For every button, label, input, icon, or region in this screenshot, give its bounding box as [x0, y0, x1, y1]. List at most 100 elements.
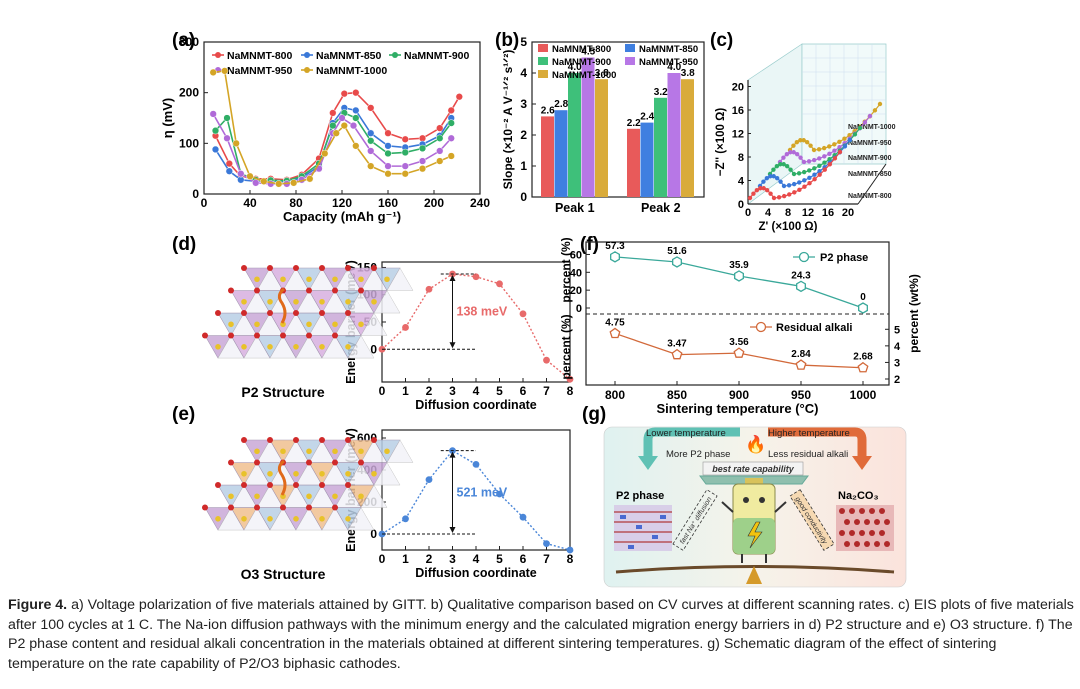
bar-NaMNMT-850-Peak 1	[554, 110, 568, 197]
oxygen-atom	[280, 332, 286, 339]
y-tick-label: 20	[732, 82, 744, 94]
legend-swatch	[625, 44, 635, 52]
sodium-atom	[280, 448, 286, 455]
eis-point	[837, 144, 842, 150]
eis-point	[798, 155, 803, 160]
eis-point	[817, 172, 822, 177]
data-point	[321, 149, 329, 158]
sodium-atom	[280, 321, 286, 328]
legend-swatch	[625, 57, 635, 65]
y-axis-label: −Z'' (×100 Ω)	[715, 108, 727, 177]
eis-point	[827, 151, 832, 156]
eis-point	[794, 151, 800, 157]
data-point	[384, 162, 392, 170]
eis-point	[751, 191, 756, 196]
sodium-atom	[267, 344, 273, 350]
legend-label: NaMNMT-900	[552, 57, 611, 68]
x-tick-label: 240	[470, 196, 490, 210]
data-point	[340, 90, 348, 98]
data-point	[401, 170, 409, 178]
sodium-atom	[280, 493, 286, 500]
y-tick-label-left: 60	[570, 249, 582, 261]
eis-point	[747, 195, 753, 201]
oxygen-atom	[228, 332, 234, 339]
y-tick-label: 12	[732, 129, 744, 141]
oxygen-atom	[319, 265, 325, 271]
y-axis-label-right: percent (wt%)	[907, 274, 921, 353]
x-tick-label: 6	[520, 384, 527, 398]
legend-label: P2 phase	[820, 252, 868, 264]
legend-marker	[304, 67, 310, 73]
sodium-atom	[358, 448, 364, 455]
eis-point	[787, 192, 792, 197]
y-tick-label: 16	[732, 105, 744, 117]
x-tick-label: 12	[802, 207, 814, 219]
data-point	[367, 104, 375, 112]
sodium-atom	[319, 470, 325, 477]
x-tick-label: 3	[449, 552, 456, 566]
eis-point	[788, 150, 793, 155]
barrier-point	[402, 324, 409, 331]
p2-phase-point	[796, 280, 806, 293]
eis-point	[761, 179, 766, 184]
data-point	[384, 170, 392, 178]
eis-point	[821, 145, 827, 151]
y-axis-label: Slope (×10⁻² A V⁻¹ᐟ² s¹ᐟ²)	[501, 50, 515, 190]
p2-phase-value: 57.3	[605, 241, 625, 252]
oxygen-atom	[293, 310, 299, 317]
y-tick-label-right: 2	[894, 374, 900, 386]
barrier-point	[519, 310, 527, 318]
panel-label-g: (g)	[582, 404, 606, 425]
sodium-atom	[332, 276, 338, 283]
data-point	[225, 159, 233, 168]
sodium-atom	[345, 344, 351, 350]
eis-point	[784, 163, 790, 169]
bar-value-label: 4.0	[568, 62, 582, 73]
oxygen-atom	[345, 310, 351, 317]
data-point	[418, 157, 427, 165]
oxygen-atom	[241, 265, 247, 271]
eis-point	[804, 139, 810, 145]
eis-point	[817, 163, 822, 168]
oxygen-atom	[241, 482, 247, 489]
barrier-point	[425, 285, 433, 293]
data-point	[401, 148, 409, 157]
p2-phase-value: 51.6	[667, 246, 687, 257]
plot-frame	[531, 41, 705, 198]
x-axis-label: Sintering temperature (°C)	[657, 401, 819, 416]
sodium-atom	[241, 298, 247, 305]
oxygen-atom	[280, 504, 286, 511]
sodium-atom	[345, 298, 351, 305]
sodium-atom	[306, 448, 312, 455]
oxygen-atom	[319, 437, 325, 443]
data-point	[418, 165, 427, 173]
sodium-atom	[306, 276, 312, 283]
x-tick-label: 4	[473, 384, 480, 398]
y-tick-label: 4	[738, 176, 745, 188]
oxygen-atom	[319, 482, 325, 489]
barrier-point	[519, 513, 527, 521]
y-tick-label: 200	[179, 86, 199, 100]
data-point	[447, 119, 455, 127]
p2-phase-label: P2 phase	[616, 490, 664, 502]
y-axis-label: η (mV)	[160, 98, 175, 138]
x-tick-label: 200	[424, 196, 444, 210]
data-point	[367, 137, 375, 145]
series-label: NaMNMT-1000	[848, 124, 896, 131]
chart-b-slope: 0 1 2 3 4 5 Slope (×10⁻² A V⁻¹ᐟ² s¹ᐟ²) 2.62.8 4.…	[501, 35, 705, 215]
data-point	[401, 135, 409, 143]
sodium-atom	[267, 298, 273, 305]
data-point	[401, 162, 409, 170]
sodium-atom	[345, 470, 351, 477]
data-point	[447, 152, 455, 160]
legend-marker	[215, 52, 221, 58]
oxygen-atom	[267, 437, 273, 443]
oxygen-atom	[254, 459, 260, 466]
barrier-point	[425, 476, 433, 483]
panel-label-f: (f)	[580, 234, 599, 255]
eis-point	[774, 163, 780, 169]
eis-point	[801, 159, 807, 165]
eis-point	[788, 167, 793, 172]
chart-a-polarization: 0 40 80 120 160 200 240 0 100 200 300 Capacity (mAh…	[160, 35, 490, 224]
bar-NaMNMT-950-Peak 1	[581, 57, 595, 197]
